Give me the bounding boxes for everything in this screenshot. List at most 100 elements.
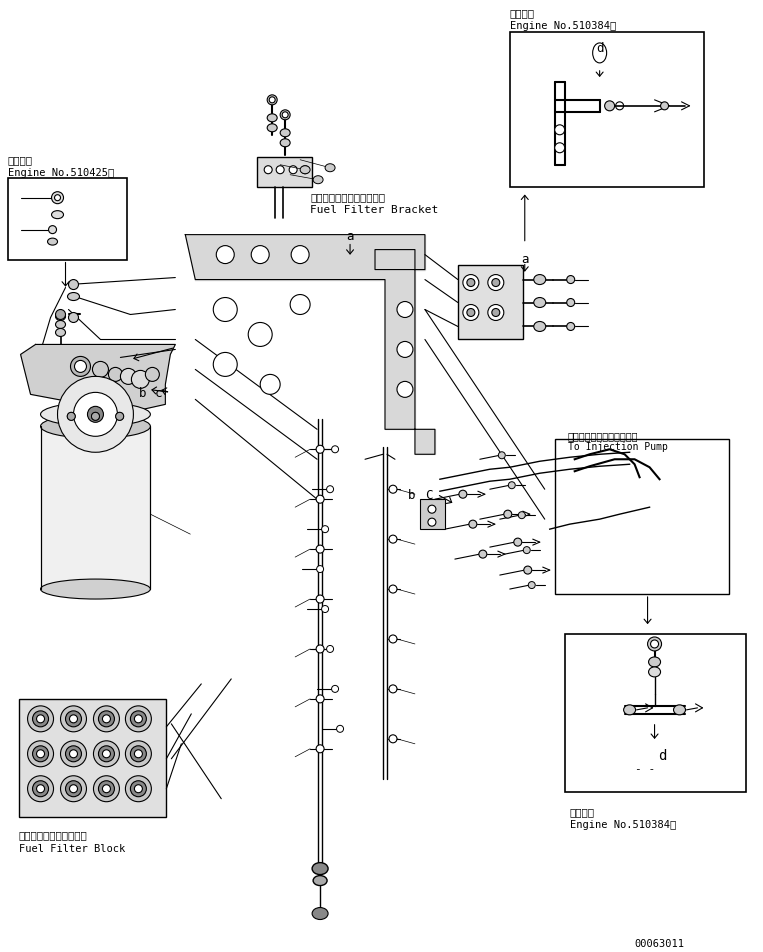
Circle shape — [92, 412, 99, 421]
Bar — [420, 499, 445, 529]
Circle shape — [289, 166, 297, 173]
Ellipse shape — [267, 124, 277, 131]
Circle shape — [60, 741, 86, 766]
Circle shape — [332, 446, 339, 453]
Circle shape — [134, 715, 143, 723]
Circle shape — [69, 312, 79, 323]
Circle shape — [56, 309, 66, 320]
Ellipse shape — [40, 403, 150, 426]
Circle shape — [661, 102, 668, 109]
Circle shape — [317, 565, 324, 572]
Circle shape — [276, 166, 284, 173]
Polygon shape — [185, 234, 435, 454]
Ellipse shape — [67, 292, 79, 301]
Circle shape — [389, 684, 397, 693]
Circle shape — [67, 412, 76, 421]
Text: d: d — [658, 749, 667, 763]
Bar — [510, 32, 704, 187]
Ellipse shape — [56, 328, 66, 336]
Text: Fuel Filter Bracket: Fuel Filter Bracket — [310, 205, 439, 214]
Ellipse shape — [623, 704, 636, 715]
Bar — [555, 439, 729, 594]
Circle shape — [492, 308, 500, 316]
Ellipse shape — [593, 43, 607, 63]
Circle shape — [468, 520, 477, 528]
Circle shape — [316, 545, 324, 553]
Circle shape — [492, 279, 500, 287]
Circle shape — [523, 566, 532, 574]
Circle shape — [130, 745, 146, 762]
Text: 00063011: 00063011 — [635, 940, 684, 949]
Circle shape — [518, 511, 525, 519]
Circle shape — [60, 705, 86, 732]
Text: c: c — [154, 387, 162, 401]
Circle shape — [397, 382, 413, 397]
Circle shape — [332, 685, 339, 692]
Circle shape — [27, 776, 53, 802]
Text: - -: - - — [635, 764, 655, 774]
Circle shape — [389, 735, 397, 743]
Circle shape — [88, 407, 104, 423]
Circle shape — [316, 446, 324, 453]
Circle shape — [267, 95, 277, 105]
Circle shape — [37, 715, 44, 723]
Circle shape — [134, 784, 143, 793]
Circle shape — [316, 495, 324, 504]
Circle shape — [567, 275, 575, 284]
Circle shape — [567, 323, 575, 330]
Ellipse shape — [312, 863, 328, 875]
Text: インジェクションポンプへ: インジェクションポンプへ — [568, 431, 638, 442]
Circle shape — [321, 526, 329, 532]
Text: b: b — [408, 489, 416, 503]
Circle shape — [291, 246, 309, 264]
Circle shape — [93, 741, 120, 766]
Circle shape — [508, 482, 515, 488]
Text: Fuel Filter Block: Fuel Filter Block — [18, 843, 125, 854]
Circle shape — [648, 637, 662, 651]
Text: C: C — [425, 489, 433, 503]
Circle shape — [567, 299, 575, 307]
Circle shape — [467, 308, 475, 316]
Circle shape — [479, 550, 487, 558]
Circle shape — [463, 274, 479, 290]
Circle shape — [49, 226, 56, 233]
Circle shape — [316, 744, 324, 753]
Circle shape — [125, 741, 151, 766]
Text: b: b — [138, 387, 146, 401]
Circle shape — [69, 750, 78, 758]
Circle shape — [214, 352, 237, 376]
Circle shape — [463, 305, 479, 321]
Circle shape — [327, 486, 333, 493]
Circle shape — [130, 781, 146, 797]
Circle shape — [60, 776, 86, 802]
Text: Engine No.510425～: Engine No.510425～ — [8, 168, 114, 178]
Ellipse shape — [56, 321, 66, 328]
Circle shape — [92, 412, 99, 421]
Circle shape — [389, 585, 397, 593]
Text: d: d — [596, 42, 604, 55]
Circle shape — [27, 705, 53, 732]
Circle shape — [651, 640, 658, 648]
Circle shape — [69, 715, 78, 723]
Circle shape — [389, 535, 397, 544]
Circle shape — [92, 362, 108, 377]
Ellipse shape — [674, 704, 685, 715]
Ellipse shape — [325, 164, 335, 171]
Circle shape — [316, 595, 324, 603]
Circle shape — [125, 776, 151, 802]
Circle shape — [108, 367, 122, 382]
Circle shape — [98, 781, 114, 797]
Ellipse shape — [534, 274, 546, 285]
Ellipse shape — [280, 129, 290, 137]
Circle shape — [389, 486, 397, 493]
Text: 適用号機: 適用号機 — [510, 8, 535, 18]
Circle shape — [66, 781, 82, 797]
Circle shape — [513, 538, 522, 546]
Circle shape — [459, 490, 467, 498]
Circle shape — [73, 392, 118, 436]
Circle shape — [93, 705, 120, 732]
Polygon shape — [21, 345, 175, 414]
Circle shape — [69, 280, 79, 289]
Circle shape — [290, 294, 310, 314]
Circle shape — [102, 750, 111, 758]
